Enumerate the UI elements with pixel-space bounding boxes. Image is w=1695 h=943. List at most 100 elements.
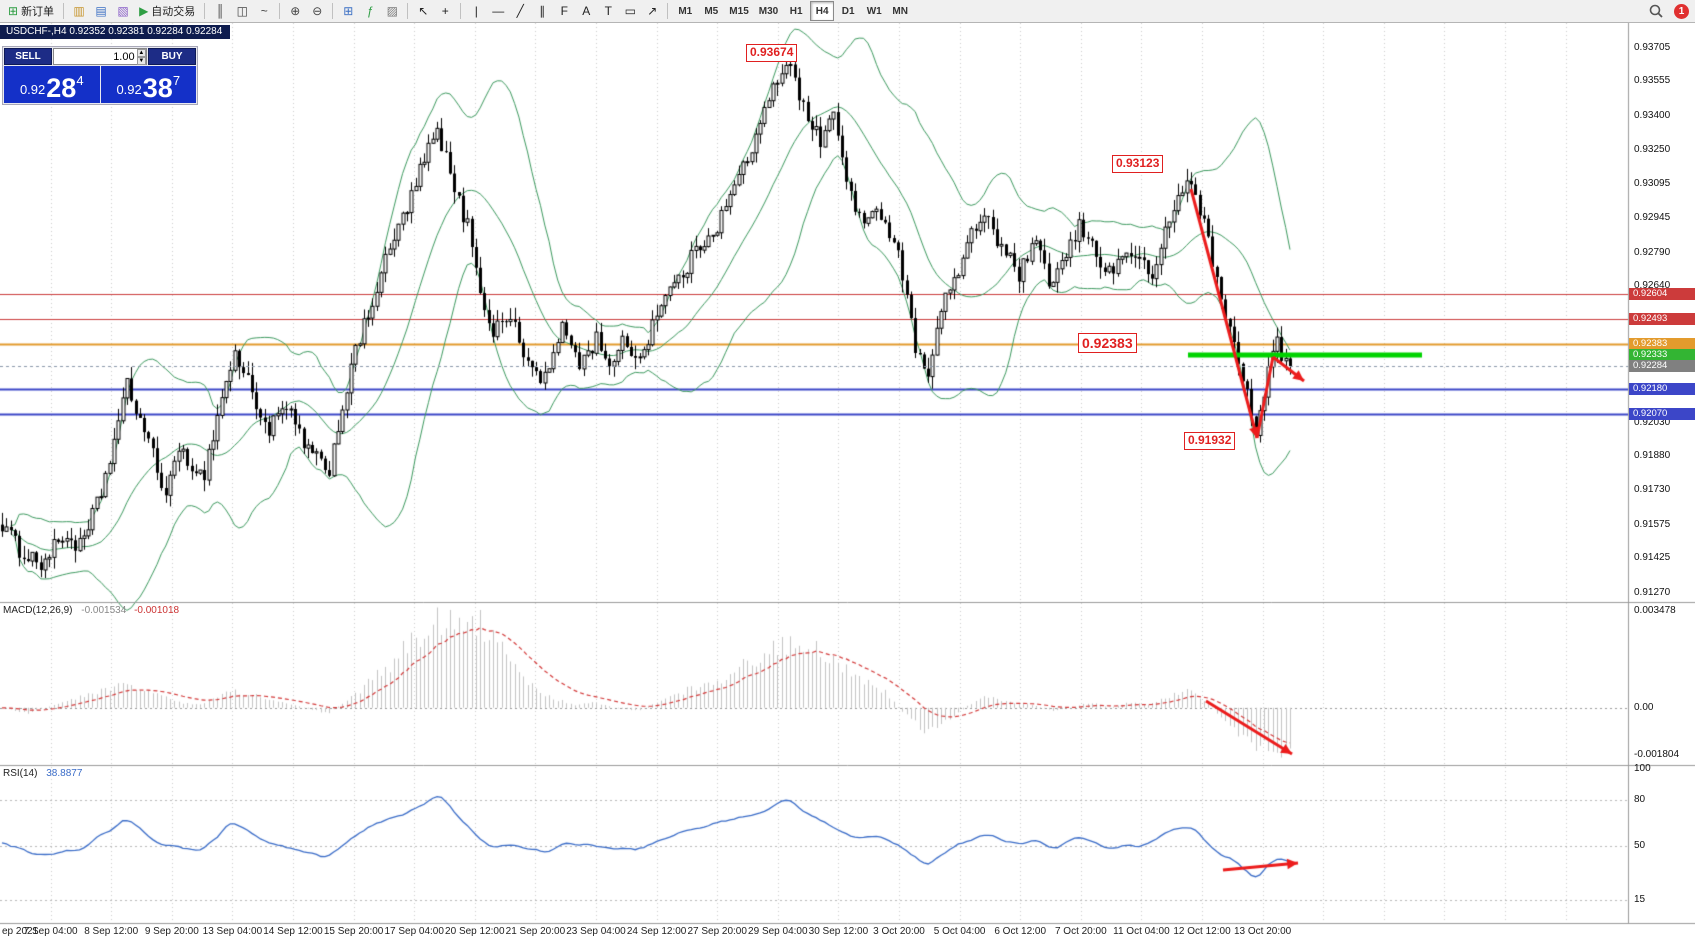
tile-windows-icon[interactable]: ⊞ (338, 1, 358, 21)
toolbar-right: 1 (1644, 1, 1691, 21)
zoom-in-icon[interactable]: ⊕ (285, 1, 305, 21)
templates-icon[interactable]: ▨ (382, 1, 402, 21)
bar-chart-icon[interactable]: ║ (210, 1, 230, 21)
time-axis-label: 20 Sep 12:00 (445, 926, 505, 937)
price-annotation[interactable]: 0.91932 (1184, 432, 1236, 450)
trendline-icon[interactable]: ╱ (510, 1, 530, 21)
ohlc-values: 0.92352 0.92381 0.92284 0.92284 (69, 26, 223, 37)
charts-window-icon[interactable]: ▥ (69, 1, 89, 21)
channel-icon[interactable]: ∥ (532, 1, 552, 21)
shapes-icon: ▭ (624, 4, 636, 18)
time-axis-label: 9 Sep 20:00 (144, 926, 199, 937)
label-icon[interactable]: T (598, 1, 618, 21)
arrows-tool-icon[interactable]: ↗ (642, 1, 662, 21)
sell-price-button[interactable]: 0.92 28 4 (4, 66, 100, 103)
rsi-axis-label: 50 (1634, 840, 1646, 851)
timeframe-d1-button[interactable]: D1 (836, 1, 860, 21)
shapes-icon[interactable]: ▭ (620, 1, 640, 21)
time-axis-label: 7 Sep 04:00 (23, 926, 78, 937)
fibonacci-icon[interactable]: F (554, 1, 574, 21)
time-axis-label: 17 Sep 04:00 (384, 926, 444, 937)
price-annotation[interactable]: 0.93674 (746, 44, 798, 62)
new-order-button[interactable]: ⊞ 新订单 (4, 1, 58, 21)
time-axis-label: 11 Oct 04:00 (1113, 926, 1170, 937)
indicators-icon[interactable]: ƒ (360, 1, 380, 21)
time-axis-label: 30 Sep 12:00 (808, 926, 869, 937)
price-tag: 0.92180 (1629, 383, 1695, 396)
sell-price-prefix: 0.92 (19, 82, 46, 97)
crosshair-icon[interactable]: + (435, 1, 455, 21)
navigator-icon: ▧ (117, 4, 129, 18)
time-axis-label: 27 Sep 20:00 (687, 926, 747, 937)
timeframe-m5-button[interactable]: M5 (699, 1, 723, 21)
rsi-axis-label: 80 (1634, 793, 1646, 805)
timeframe-m30-button[interactable]: M30 (755, 1, 782, 21)
new-order-button-label: 新订单 (21, 6, 55, 18)
volume-increase-button[interactable]: ▲ (136, 49, 146, 57)
price-axis-tick: 0.93555 (1634, 75, 1671, 87)
time-axis-label: 29 Sep 04:00 (748, 926, 808, 937)
time-axis-label: 14 Sep 12:00 (263, 926, 323, 937)
toolbar-separator (407, 3, 409, 19)
text-icon[interactable]: A (576, 1, 596, 21)
price-chart-canvas[interactable] (0, 23, 1695, 943)
cursor-icon: ↖ (418, 4, 429, 18)
auto-trading-button[interactable]: ▶ 自动交易 (135, 1, 199, 21)
horizontal-line-icon[interactable]: — (488, 1, 508, 21)
buy-price-big: 38 (142, 73, 173, 103)
price-axis-tick: 0.91270 (1634, 587, 1671, 599)
time-axis-label: 13 Oct 20:00 (1233, 926, 1292, 937)
zoom-out-icon[interactable]: ⊖ (307, 1, 327, 21)
profiles-icon[interactable]: ▤ (91, 1, 111, 21)
sell-price-big: 28 (46, 73, 77, 103)
label-icon: T (604, 4, 612, 18)
one-click-trading-panel: SELL ▲ ▼ BUY 0.92 28 4 0.92 38 7 (2, 46, 198, 105)
macd-main-value: -0.001534 (81, 605, 127, 616)
charts-window-icon: ▥ (73, 4, 85, 18)
auto-trading-button-label: 自动交易 (151, 6, 196, 18)
text-icon: A (582, 4, 591, 18)
price-annotation[interactable]: 0.93123 (1112, 155, 1164, 173)
timeframe-m1-button[interactable]: M1 (673, 1, 697, 21)
price-annotation[interactable]: 0.92383 (1078, 333, 1137, 354)
rsi-name: RSI(14) (3, 768, 38, 779)
timeframe-m15-button[interactable]: M15 (725, 1, 752, 21)
timeframe-mn-button[interactable]: MN (888, 1, 912, 21)
sell-button[interactable]: SELL (4, 48, 52, 65)
volume-input[interactable] (54, 49, 137, 64)
candlestick-chart-icon: ◫ (236, 4, 248, 18)
timeframe-h1-button[interactable]: H1 (784, 1, 808, 21)
line-chart-icon[interactable]: ~ (254, 1, 274, 21)
macd-name: MACD(12,26,9) (3, 605, 73, 616)
channel-icon: ∥ (539, 4, 546, 18)
buy-button[interactable]: BUY (148, 48, 196, 65)
vertical-line-icon[interactable]: | (466, 1, 486, 21)
time-axis-label: 7 Oct 20:00 (1054, 926, 1107, 937)
vertical-line-icon: | (474, 4, 478, 18)
timeframe-w1-button[interactable]: W1 (862, 1, 886, 21)
volume-decrease-button[interactable]: ▼ (136, 57, 146, 65)
macd-axis-label: 0.003478 (1634, 605, 1676, 616)
navigator-icon[interactable]: ▧ (113, 1, 133, 21)
cursor-icon[interactable]: ↖ (413, 1, 433, 21)
price-tag: 0.92604 (1629, 288, 1695, 301)
buy-price-button[interactable]: 0.92 38 7 (100, 66, 196, 103)
arrows-tool-icon: ↗ (647, 4, 658, 18)
new-order-icon: ⊞ (8, 4, 19, 18)
toolbar-separator (279, 3, 281, 19)
candlestick-chart-icon[interactable]: ◫ (232, 1, 252, 21)
search-button[interactable] (1644, 1, 1668, 21)
price-tag: 0.92493 (1629, 313, 1695, 326)
time-axis-label: 15 Sep 20:00 (323, 926, 384, 937)
rsi-value: 38.8877 (46, 768, 83, 779)
price-axis-tick: 0.93400 (1634, 109, 1671, 121)
time-axis-label: ep 2021 (2, 926, 39, 937)
notification-badge[interactable]: 1 (1674, 3, 1689, 19)
price-axis-tick: 0.92640 (1634, 280, 1671, 292)
price-axis-tick: 0.93095 (1634, 178, 1671, 190)
templates-icon: ▨ (386, 4, 398, 18)
macd-axis-label: -0.001804 (1634, 749, 1680, 760)
timeframe-h4-button[interactable]: H4 (810, 1, 835, 21)
sell-price-sup: 4 (76, 73, 84, 88)
symbol-timeframe-label: USDCHF-,H4 (6, 26, 67, 37)
